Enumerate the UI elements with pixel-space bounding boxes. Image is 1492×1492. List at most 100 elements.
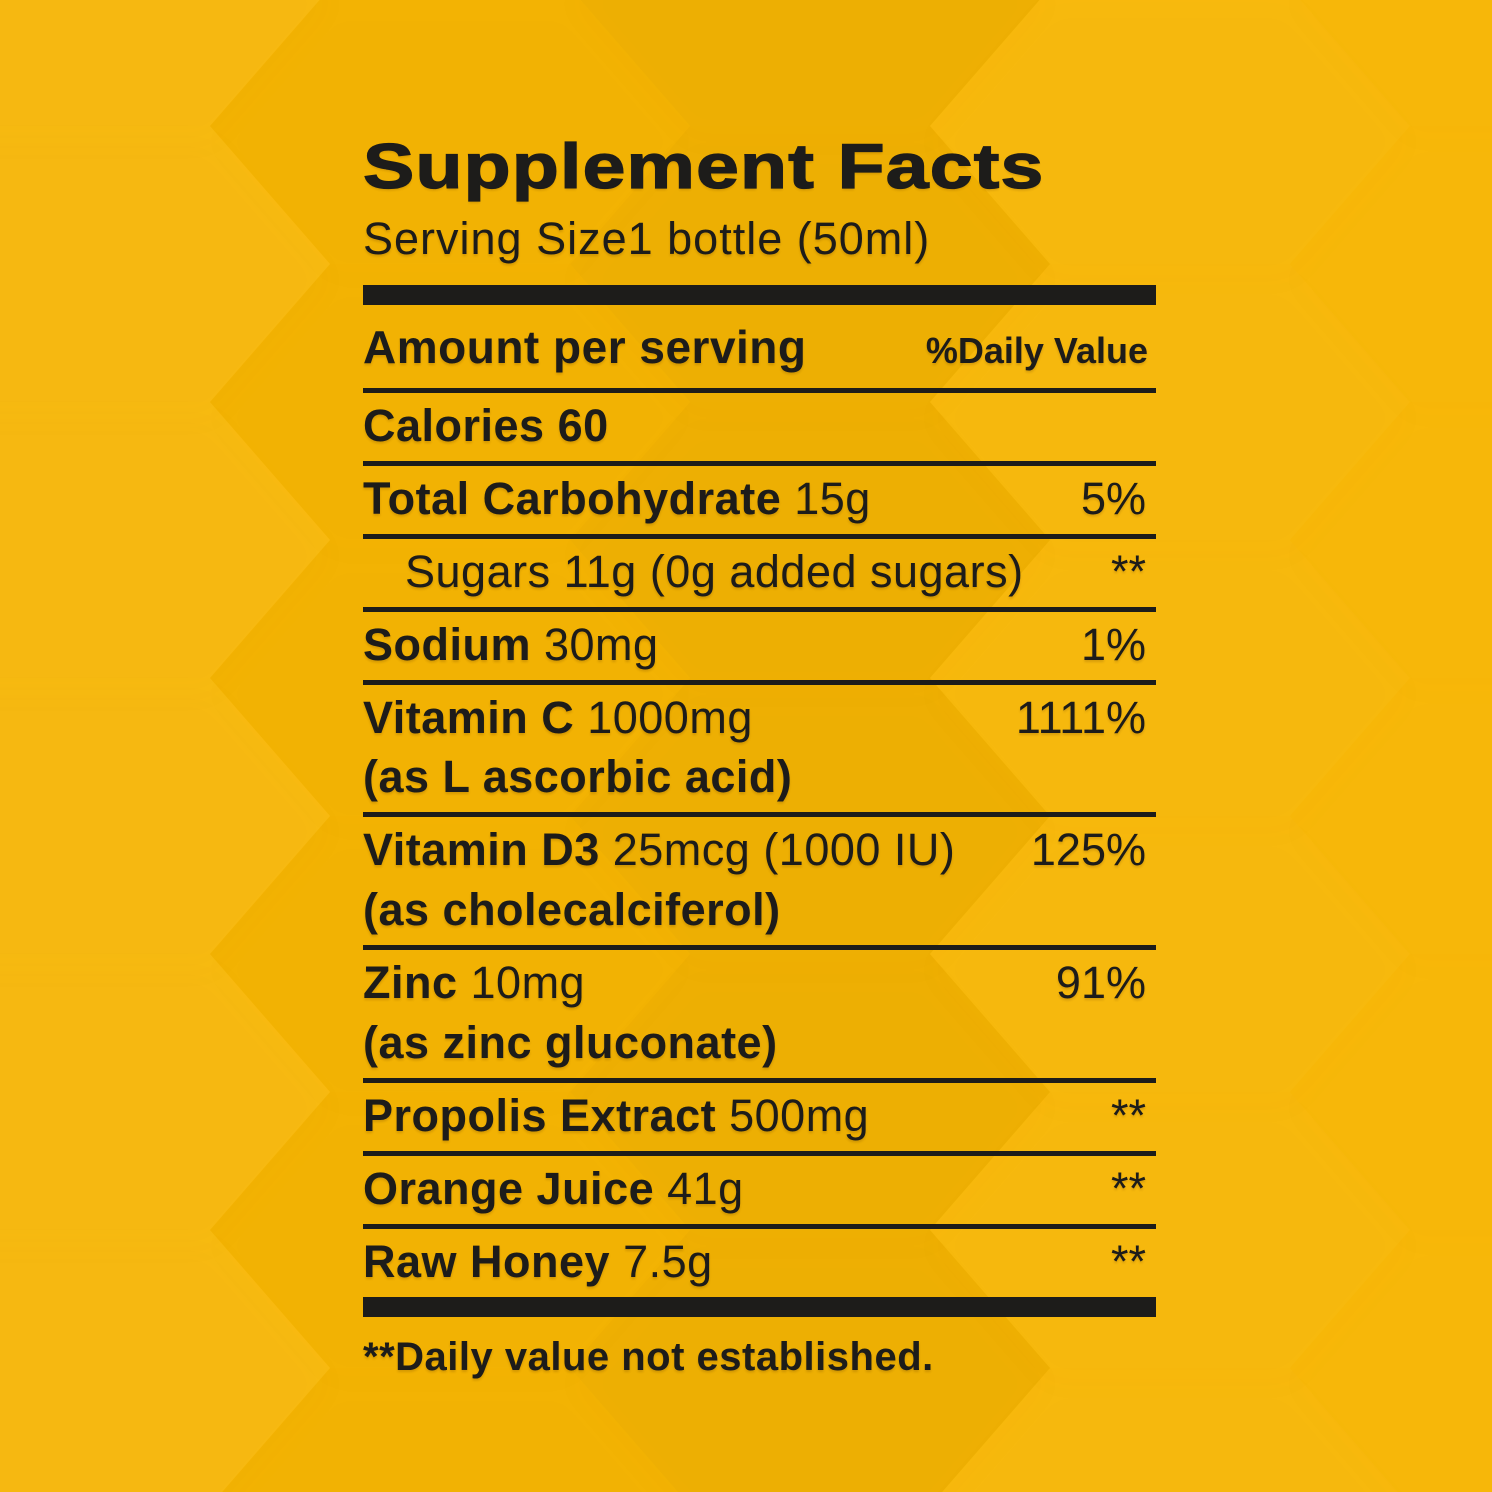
hexagon-tile bbox=[0, 954, 330, 1230]
hexagon-tile bbox=[0, 126, 330, 402]
nutrient-daily-value: ** bbox=[1110, 1235, 1146, 1287]
nutrient-text: Total Carbohydrate 15g bbox=[363, 472, 871, 524]
nutrient-text: Zinc 10mg bbox=[363, 960, 585, 1006]
nutrient-subtext: (as cholecalciferol) bbox=[363, 884, 781, 936]
divider-thick-top bbox=[363, 285, 1156, 305]
nutrient-amount: 41g bbox=[654, 1162, 744, 1214]
nutrient-row-line: Propolis Extract 500mg ** bbox=[363, 1089, 1156, 1141]
amount-per-serving-label: Amount per serving bbox=[363, 321, 807, 373]
hexagon-face bbox=[1290, 126, 1492, 402]
hexagon-face bbox=[1290, 402, 1492, 678]
hexagon-tile bbox=[930, 0, 1410, 264]
hexagon-tile bbox=[0, 678, 330, 954]
hexagon-face bbox=[1290, 0, 1492, 126]
nutrient-name: Propolis Extract bbox=[363, 1089, 717, 1141]
nutrient-text: Calories 60 bbox=[363, 403, 609, 449]
nutrient-row: Propolis Extract 500mg ** bbox=[363, 1083, 1156, 1156]
hexagon-tile bbox=[0, 1230, 330, 1492]
nutrient-row-line: Orange Juice 41g ** bbox=[363, 1162, 1156, 1214]
nutrient-amount: Sugars 11g (0g added sugars) bbox=[405, 545, 1024, 597]
nutrient-row: Raw Honey 7.5g ** bbox=[363, 1229, 1156, 1297]
nutrient-text: Propolis Extract 500mg bbox=[363, 1089, 870, 1141]
divider-thick-bottom bbox=[363, 1296, 1156, 1317]
footnote-text: **Daily value not established. bbox=[363, 1334, 934, 1379]
hexagon-face bbox=[1290, 1230, 1492, 1492]
hexagon-tile bbox=[1290, 402, 1492, 678]
nutrient-row-line: Raw Honey 7.5g ** bbox=[363, 1235, 1156, 1287]
hexagon-tile bbox=[1290, 678, 1492, 954]
nutrient-daily-value: 1111% bbox=[1015, 691, 1146, 743]
nutrient-text: Sodium 30mg bbox=[363, 618, 659, 670]
nutrient-row-line: Zinc 10mg 91% bbox=[363, 960, 1156, 1006]
nutrient-text: Vitamin C 1000mg bbox=[363, 691, 753, 743]
nutrient-row-line: Sugars 11g (0g added sugars) ** bbox=[363, 545, 1156, 597]
hexagon-tile bbox=[930, 1368, 1410, 1492]
nutrient-row: Sugars 11g (0g added sugars) ** bbox=[363, 539, 1156, 612]
nutrient-amount: 25mcg (1000 IU) bbox=[599, 824, 956, 876]
nutrient-text: Sugars 11g (0g added sugars) bbox=[363, 545, 1024, 597]
nutrient-amount: 10mg bbox=[457, 957, 586, 1009]
nutrient-name: Vitamin D3 bbox=[363, 824, 600, 876]
hexagon-tile bbox=[930, 1092, 1410, 1368]
nutrient-text: Raw Honey 7.5g bbox=[363, 1235, 713, 1287]
nutrient-daily-value: ** bbox=[1110, 1089, 1146, 1141]
hexagon-tile bbox=[930, 264, 1410, 540]
nutrient-daily-value: 5% bbox=[1080, 472, 1146, 524]
nutrient-amount: 1000mg bbox=[574, 691, 753, 743]
nutrient-row: Vitamin D3 25mcg (1000 IU) 125% (as chol… bbox=[363, 817, 1156, 951]
hexagon-face bbox=[930, 816, 1410, 1092]
nutrient-row-line: Total Carbohydrate 15g 5% bbox=[363, 472, 1156, 524]
nutrient-daily-value: ** bbox=[1110, 545, 1146, 597]
hexagon-tile bbox=[1290, 0, 1492, 126]
nutrient-row-line: Sodium 30mg 1% bbox=[363, 618, 1156, 670]
nutrient-name: Calories bbox=[363, 400, 545, 451]
nutrient-row-line: Vitamin D3 25mcg (1000 IU) 125% bbox=[363, 827, 1156, 873]
hexagon-face bbox=[1290, 678, 1492, 954]
hexagon-face bbox=[930, 540, 1410, 816]
nutrient-amount: 60 bbox=[544, 400, 609, 451]
nutrient-daily-value: ** bbox=[1110, 1162, 1146, 1214]
nutrient-name: Vitamin C bbox=[363, 691, 575, 743]
nutrient-row: Vitamin C 1000mg 1111% (as L ascorbic ac… bbox=[363, 685, 1156, 818]
hexagon-tile bbox=[930, 540, 1410, 816]
serving-size-text: Serving Size1 bottle (50ml) bbox=[363, 213, 931, 264]
hexagon-tile bbox=[0, 0, 330, 126]
nutrient-daily-value: 91% bbox=[1055, 957, 1146, 1009]
nutrient-row: Zinc 10mg 91% (as zinc gluconate) bbox=[363, 950, 1156, 1083]
nutrient-row-line: Vitamin C 1000mg 1111% bbox=[363, 691, 1156, 743]
nutrient-row: Sodium 30mg 1% bbox=[363, 612, 1156, 685]
nutrient-text: Vitamin D3 25mcg (1000 IU) bbox=[363, 827, 955, 873]
hexagon-face bbox=[930, 1092, 1410, 1368]
nutrient-name: Zinc bbox=[363, 957, 458, 1009]
hexagon-tile bbox=[1290, 954, 1492, 1230]
hexagon-tile bbox=[0, 402, 330, 678]
nutrient-rows: Calories 60 Total Carbohydrate 15g 5% Su… bbox=[363, 393, 1156, 1297]
nutrient-text: Orange Juice 41g bbox=[363, 1162, 744, 1214]
daily-value-header-label: %Daily Value bbox=[925, 330, 1148, 371]
nutrient-row: Orange Juice 41g ** bbox=[363, 1156, 1156, 1229]
supplement-facts-label: Supplement Facts Serving Size1 bottle (5… bbox=[362, 132, 1156, 1380]
nutrient-row: Total Carbohydrate 15g 5% bbox=[363, 466, 1156, 539]
nutrient-daily-value: 1% bbox=[1080, 618, 1146, 670]
nutrient-name: Total Carbohydrate bbox=[363, 472, 782, 524]
nutrient-name: Raw Honey bbox=[363, 1235, 611, 1287]
nutrient-name: Orange Juice bbox=[363, 1162, 655, 1214]
hexagon-tile bbox=[1290, 126, 1492, 402]
label-title: Supplement Facts bbox=[362, 132, 1045, 202]
nutrient-row-line: Calories 60 bbox=[363, 403, 1156, 449]
nutrient-amount: 500mg bbox=[716, 1089, 870, 1141]
hexagon-tile bbox=[930, 816, 1410, 1092]
hexagon-face bbox=[1290, 954, 1492, 1230]
nutrient-amount: 7.5g bbox=[610, 1235, 713, 1287]
nutrient-subtext: (as L ascorbic acid) bbox=[363, 751, 793, 803]
nutrient-amount: 30mg bbox=[531, 618, 659, 670]
nutrient-name: Sodium bbox=[363, 618, 531, 670]
nutrient-row: Calories 60 bbox=[363, 393, 1156, 466]
nutrient-daily-value: 125% bbox=[1030, 824, 1146, 876]
nutrient-amount: 15g bbox=[781, 472, 871, 524]
hexagon-face bbox=[930, 264, 1410, 540]
hexagon-tile bbox=[1290, 1230, 1492, 1492]
nutrient-subtext: (as zinc gluconate) bbox=[363, 1017, 778, 1069]
